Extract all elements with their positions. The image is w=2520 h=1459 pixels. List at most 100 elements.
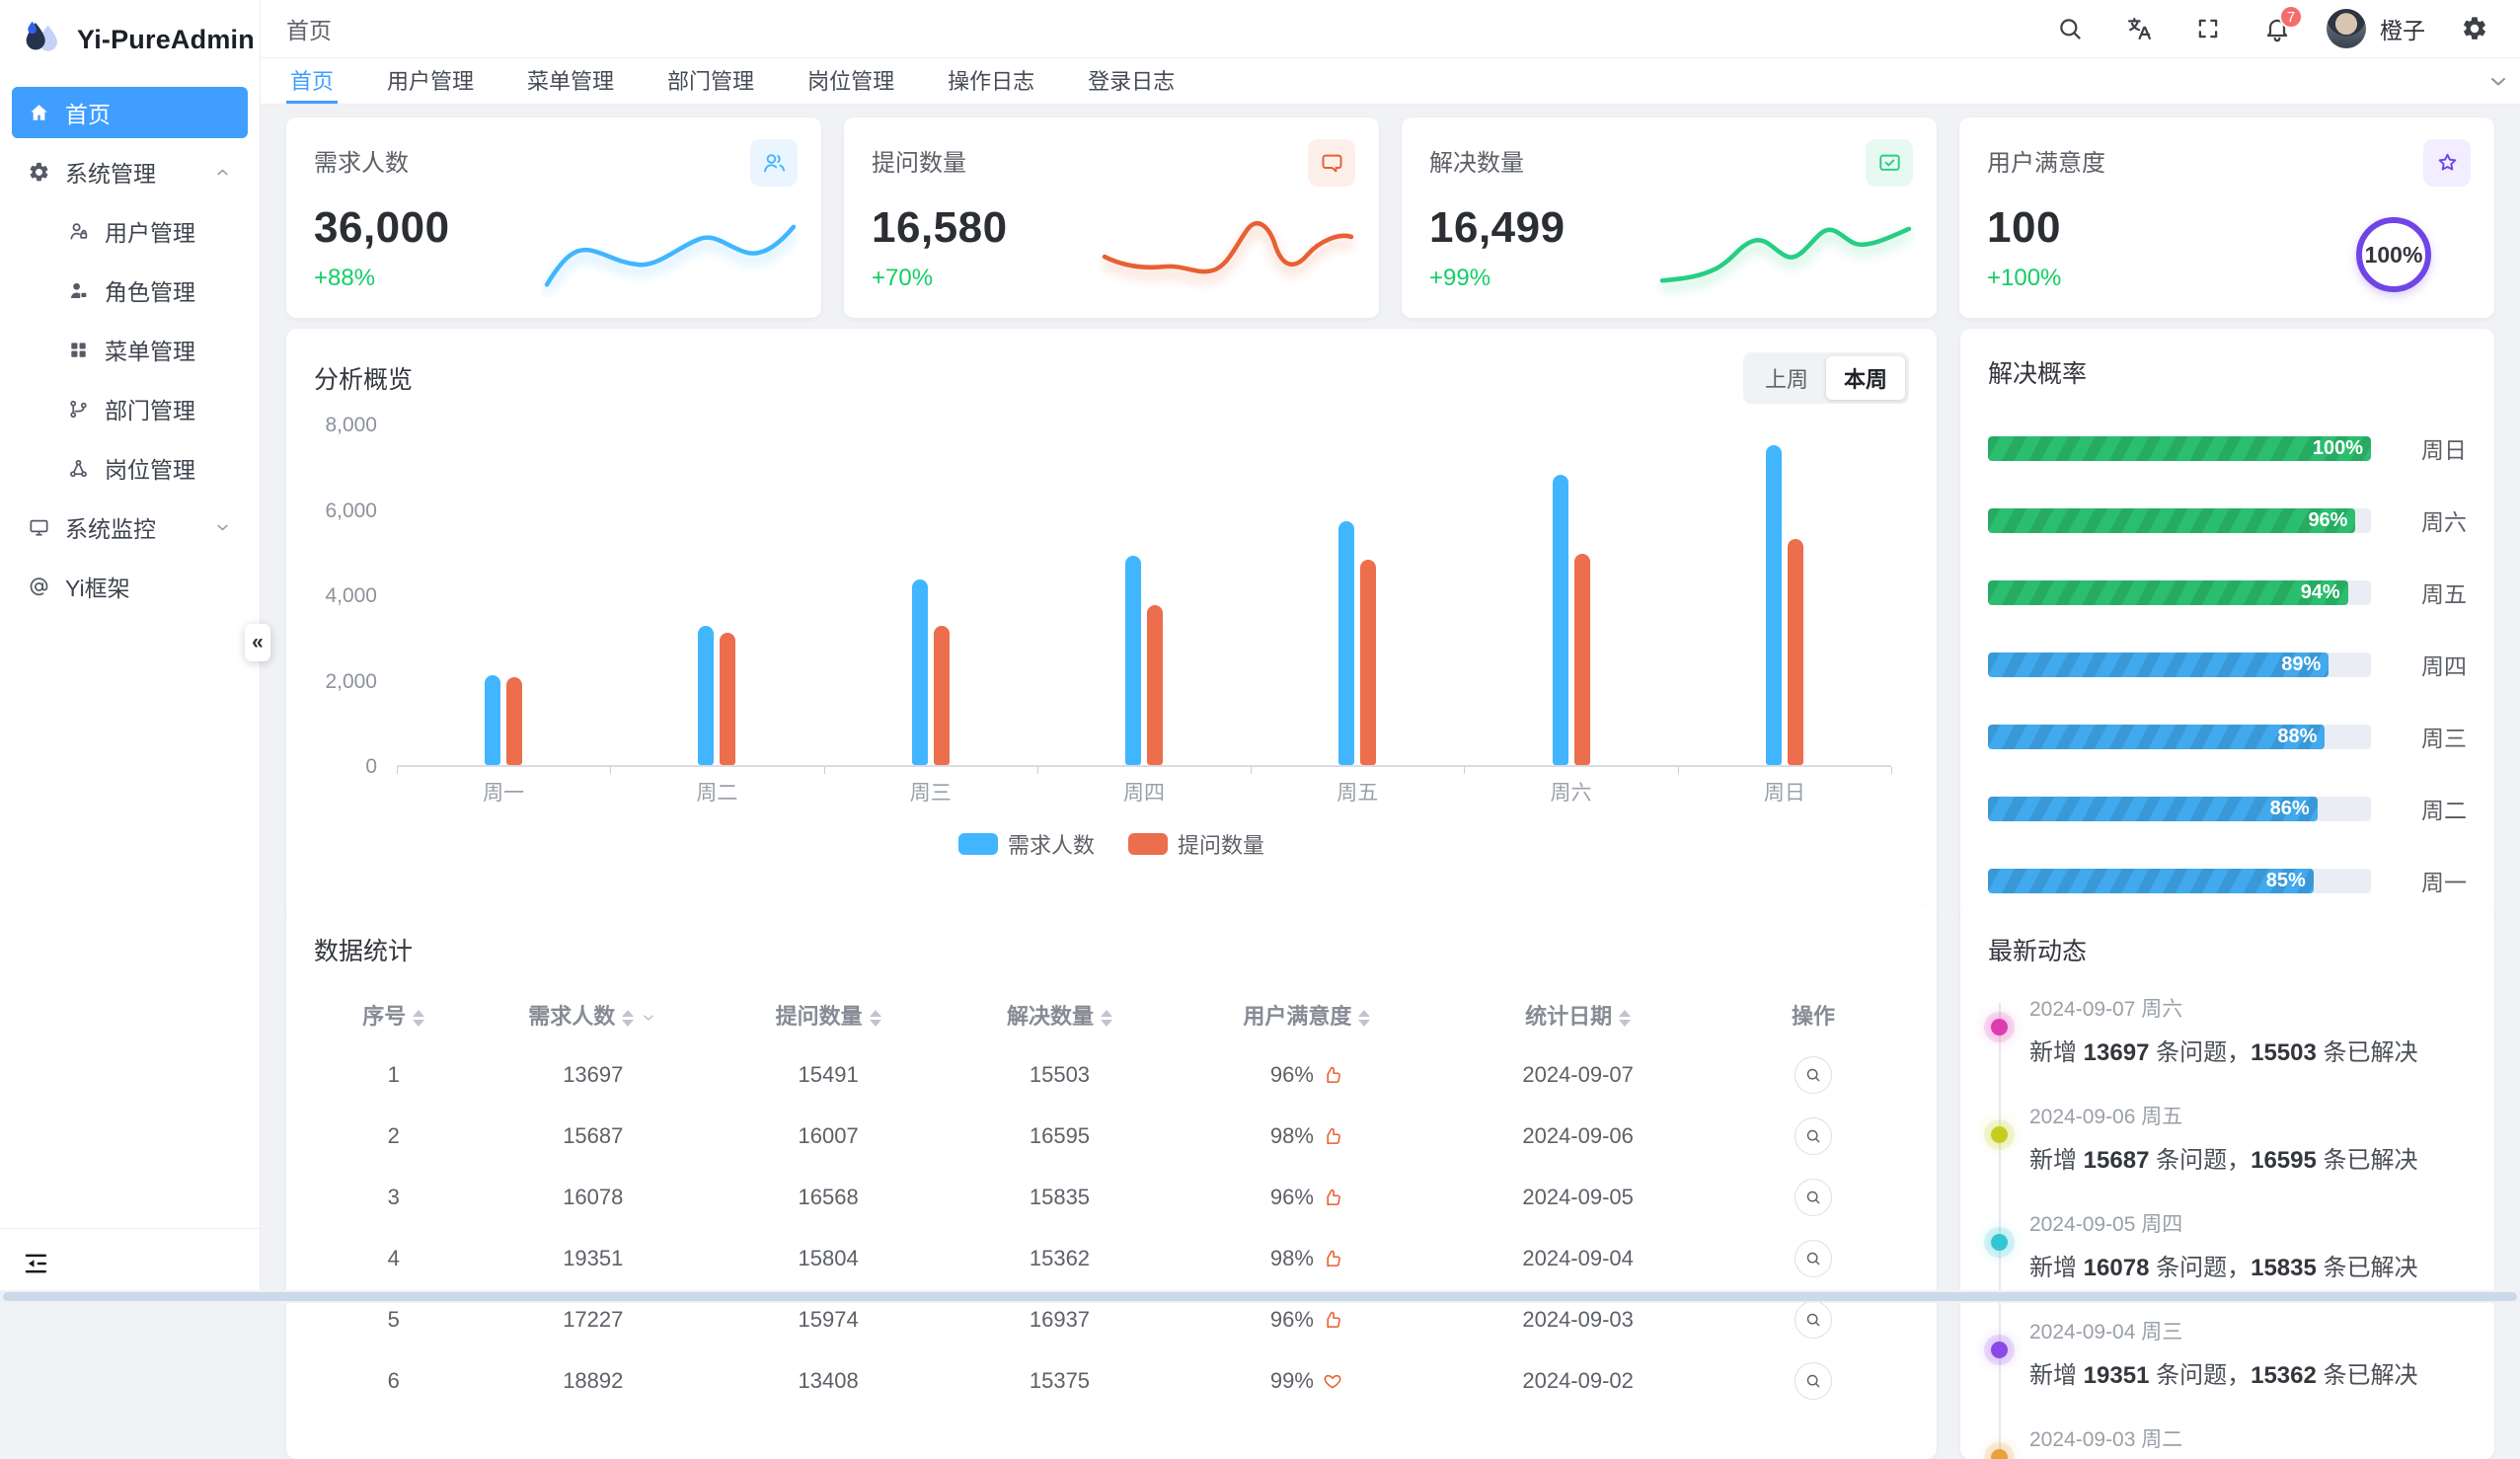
timeline-dot <box>1991 1449 2008 1459</box>
column-header-用户满意度[interactable]: 用户满意度 <box>1176 985 1439 1044</box>
table-row: 2 15687 16007 16595 98% 2024-09-06 <box>314 1106 1909 1167</box>
stat-title: 提问数量 <box>872 150 966 177</box>
view-detail-button[interactable] <box>1795 1117 1833 1155</box>
scrollbar-thumb[interactable] <box>3 1292 2517 1301</box>
column-header-需求人数[interactable]: 需求人数 <box>474 985 713 1044</box>
view-detail-button[interactable] <box>1795 1362 1833 1400</box>
sidebar-item-menu-management[interactable]: 菜单管理 <box>12 324 248 375</box>
view-detail-button[interactable] <box>1795 1301 1833 1339</box>
column-header-统计日期[interactable]: 统计日期 <box>1438 985 1718 1044</box>
last-week-toggle[interactable]: 上周 <box>1764 367 1808 392</box>
sidebar-item-system-management[interactable]: 系统管理 <box>12 146 248 197</box>
sort-carets[interactable] <box>1100 1009 1112 1027</box>
avatar[interactable] <box>2327 9 2366 48</box>
progress-percent: 96% <box>2308 508 2348 531</box>
sort-carets[interactable] <box>869 1009 881 1027</box>
tab-list: 首页 用户管理 菜单管理 部门管理 岗位管理 操作日志 登录日志 <box>286 58 1224 104</box>
solve-row-周二: 86% 周二 <box>1988 792 2467 825</box>
tab-操作日志[interactable]: 操作日志 <box>948 68 1035 94</box>
timeline-date: 2024-09-05 周四 <box>2029 1213 2183 1236</box>
tab-岗位管理[interactable]: 岗位管理 <box>807 68 895 94</box>
view-detail-button[interactable] <box>1795 1056 1833 1094</box>
bar-group-周一 <box>397 425 610 765</box>
user-filled-icon <box>65 279 91 302</box>
this-week-toggle[interactable]: 本周 <box>1825 356 1905 400</box>
table-header-row: 序号 需求人数 提问数量 解决数量 用户满意度 统计日期 操作 <box>314 985 1909 1044</box>
grid-icon <box>65 339 91 361</box>
timeline-dot <box>1991 1126 2008 1143</box>
sort-carets[interactable] <box>1619 1009 1632 1027</box>
logo-row[interactable]: Yi-PureAdmin <box>0 0 260 79</box>
data-statistics-title: 数据统计 <box>314 938 414 965</box>
table-row: 4 19351 15804 15362 98% 2024-09-04 <box>314 1228 1909 1289</box>
solve-row-周日: 100% 周日 <box>1988 431 2467 465</box>
chevron-down-icon <box>213 518 232 537</box>
progress-day-label: 周六 <box>2421 509 2467 535</box>
timeline-date: 2024-09-04 周三 <box>2029 1321 2183 1344</box>
progress-track: 94% <box>1988 579 2371 605</box>
column-header-提问数量[interactable]: 提问数量 <box>713 985 944 1044</box>
fullscreen-icon[interactable] <box>2188 9 2228 48</box>
timeline-item: 2024-09-03 周二新增 17227 条问题，16937 条已解决 <box>1991 1423 2467 1459</box>
x-axis-tick <box>1036 767 1038 774</box>
stat-card-1: 需求人数 36,000 +88% <box>286 117 821 318</box>
sort-carets[interactable] <box>413 1009 425 1027</box>
stat-value: 100 <box>1987 203 2061 252</box>
sidebar-item-dept-management[interactable]: 部门管理 <box>12 383 248 434</box>
progress-fill: 85% <box>1988 868 2314 893</box>
x-axis-label: 周六 <box>1550 782 1592 805</box>
satisfaction-ring: 100% <box>2356 217 2431 292</box>
sidebar-item-label: 用户管理 <box>105 220 195 246</box>
legend-item[interactable]: 提问数量 <box>1128 828 1264 860</box>
sparkline <box>541 195 800 298</box>
filter-chevron-down-icon[interactable] <box>640 1009 657 1027</box>
column-header-解决数量[interactable]: 解决数量 <box>944 985 1175 1044</box>
week-toggle: 上周 本周 <box>1742 352 1909 404</box>
breadcrumb[interactable]: 首页 <box>286 18 332 43</box>
sidebar-collapse-button[interactable]: « <box>245 624 270 661</box>
solve-probability-bars: 100% 周日 96% 周六 94% 周五 89% 周四 88% 周三 86% … <box>1988 431 2467 897</box>
sidebar: Yi-PureAdmin 首页系统管理用户管理角色管理菜单管理部门管理岗位管理系… <box>0 0 270 1303</box>
view-detail-button[interactable] <box>1795 1240 1833 1277</box>
timeline-date: 2024-09-07 周六 <box>2029 998 2183 1021</box>
translate-icon[interactable] <box>2119 9 2159 48</box>
timeline-date: 2024-09-03 周二 <box>2029 1428 2183 1451</box>
x-axis-tick <box>823 767 825 774</box>
analysis-overview-card: 分析概览 上周 本周 8,000 6,000 4,000 2,000 0 <box>286 329 1937 923</box>
tab-部门管理[interactable]: 部门管理 <box>667 68 755 94</box>
progress-fill: 96% <box>1988 507 2356 533</box>
sort-carets[interactable] <box>1358 1009 1371 1027</box>
sidebar-item-post-management[interactable]: 岗位管理 <box>12 442 248 494</box>
sidebar-item-home[interactable]: 首页 <box>12 87 248 138</box>
tab-用户管理[interactable]: 用户管理 <box>387 68 475 94</box>
sidebar-item-system-monitor[interactable]: 系统监控 <box>12 501 248 553</box>
horizontal-scrollbar[interactable] <box>0 1290 2520 1303</box>
settings-gear-icon[interactable] <box>2455 9 2494 48</box>
tab-菜单管理[interactable]: 菜单管理 <box>527 68 615 94</box>
username[interactable]: 橙子 <box>2380 18 2425 43</box>
progress-percent: 85% <box>2265 869 2306 891</box>
legend-item[interactable]: 需求人数 <box>957 828 1095 860</box>
progress-percent: 88% <box>2277 725 2318 747</box>
menu-fold-icon[interactable] <box>22 1249 51 1278</box>
search-icon[interactable] <box>2050 9 2090 48</box>
sidebar-item-yi-framework[interactable]: Yi框架 <box>12 561 248 612</box>
column-header-序号[interactable]: 序号 <box>314 985 474 1044</box>
sidebar-item-user-management[interactable]: 用户管理 <box>12 205 248 257</box>
view-detail-button[interactable] <box>1795 1179 1833 1216</box>
tab-登录日志[interactable]: 登录日志 <box>1088 68 1176 94</box>
timeline-text: 新增 15687 条问题，16595 条已解决 <box>2029 1147 2418 1174</box>
sidebar-item-role-management[interactable]: 角色管理 <box>12 265 248 316</box>
timeline-text: 新增 13697 条问题，15503 条已解决 <box>2029 1039 2418 1066</box>
progress-track: 86% <box>1988 796 2371 821</box>
bar-question <box>720 633 736 765</box>
tab-首页[interactable]: 首页 <box>286 58 339 104</box>
monitor-icon <box>26 516 51 539</box>
bell-icon[interactable]: 7 <box>2257 5 2303 48</box>
tabbar-chevron-down-icon[interactable] <box>2486 69 2510 93</box>
timeline-text: 新增 19351 条问题，15362 条已解决 <box>2029 1362 2418 1389</box>
star-icon <box>2423 139 2471 187</box>
sidebar-item-label: 系统监控 <box>65 516 156 542</box>
sidebar-item-label: 菜单管理 <box>105 339 195 364</box>
sort-carets[interactable] <box>622 1009 635 1027</box>
